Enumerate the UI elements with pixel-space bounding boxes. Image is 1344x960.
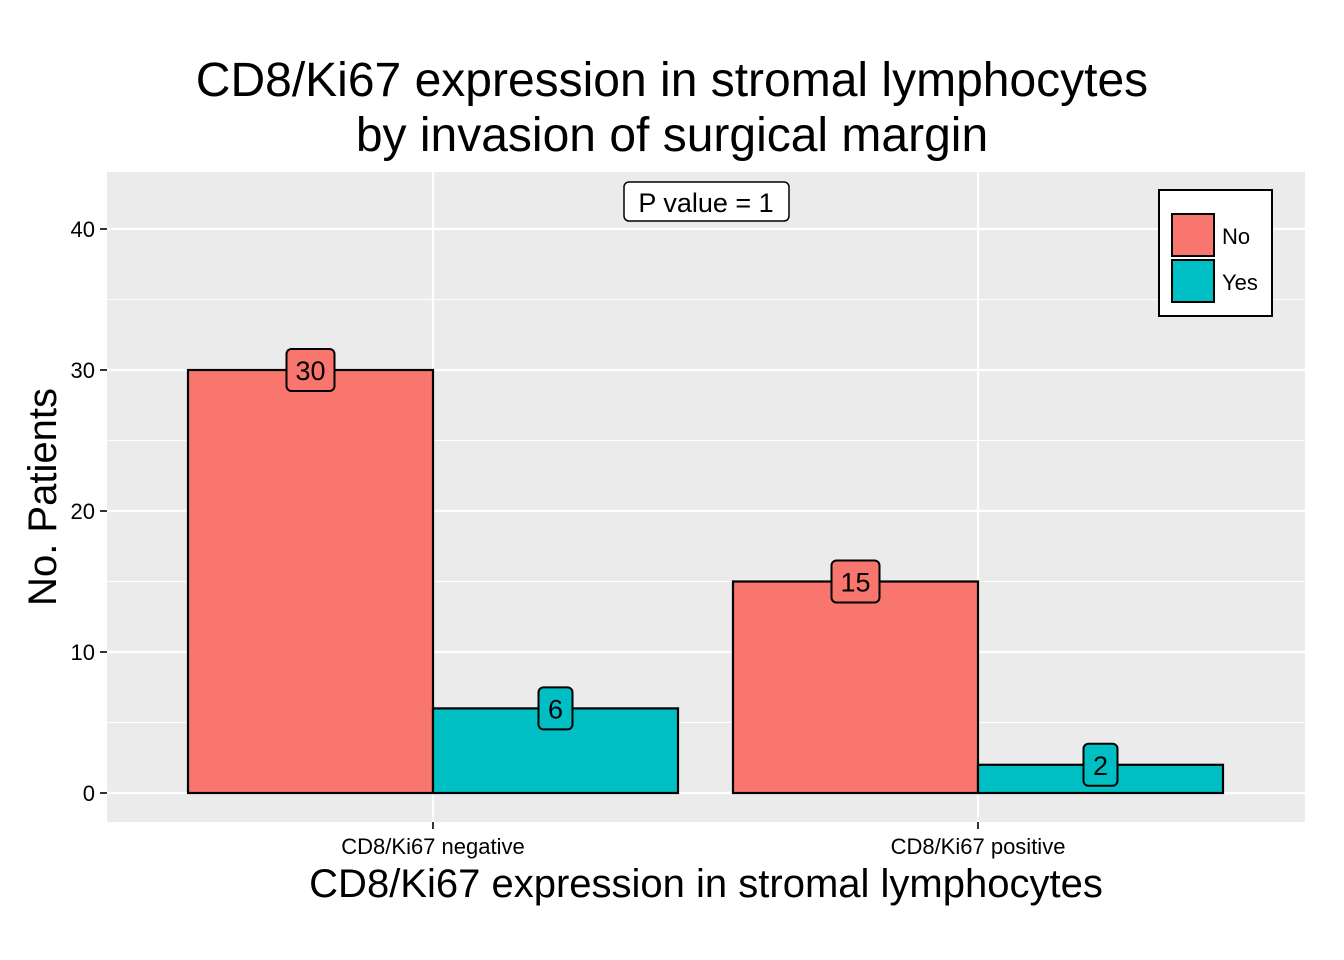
data-label: 2 bbox=[1093, 751, 1108, 781]
legend: No Yes bbox=[1158, 189, 1273, 317]
data-label-box bbox=[537, 686, 574, 731]
legend-key-no bbox=[1171, 213, 1215, 257]
x-tick-label: CD8/Ki67 positive bbox=[891, 834, 1066, 859]
annotation-text: P value = 1 bbox=[638, 188, 773, 218]
annotation-box bbox=[623, 181, 790, 222]
y-tick-label: 0 bbox=[83, 781, 95, 806]
data-label: 6 bbox=[548, 694, 563, 724]
y-tick-label: 30 bbox=[71, 358, 95, 383]
data-label-box bbox=[285, 348, 336, 392]
legend-label-yes: Yes bbox=[1222, 270, 1258, 295]
bar-labels: 30 15 6 2 bbox=[285, 348, 1119, 787]
chart-title-line-2: by invasion of surgical margin bbox=[355, 109, 989, 162]
x-axis-title: CD8/Ki67 expression in stromal lymphocyt… bbox=[309, 862, 1103, 906]
y-tick-label: 10 bbox=[71, 640, 95, 665]
data-label: 30 bbox=[295, 356, 325, 386]
y-axis: 0 10 20 30 40 bbox=[71, 217, 107, 806]
data-label-box bbox=[1082, 742, 1119, 787]
bar-no-0 bbox=[186, 368, 435, 795]
y-tick-label: 40 bbox=[71, 217, 95, 242]
data-label-box bbox=[830, 559, 881, 604]
legend-label-no: No bbox=[1222, 224, 1250, 249]
bar-no-1 bbox=[731, 580, 980, 795]
bars bbox=[186, 368, 1225, 795]
p-value-annotation: P value = 1 bbox=[623, 181, 790, 222]
x-tick-label: CD8/Ki67 negative bbox=[341, 834, 524, 859]
y-tick-label: 20 bbox=[71, 499, 95, 524]
x-axis: CD8/Ki67 negative CD8/Ki67 positive bbox=[341, 822, 1065, 859]
data-label: 15 bbox=[840, 568, 870, 598]
legend-key-yes bbox=[1171, 259, 1215, 303]
chart-title-line-1: CD8/Ki67 expression in stromal lymphocyt… bbox=[195, 54, 1149, 107]
y-axis-title: No. Patients bbox=[21, 388, 65, 606]
